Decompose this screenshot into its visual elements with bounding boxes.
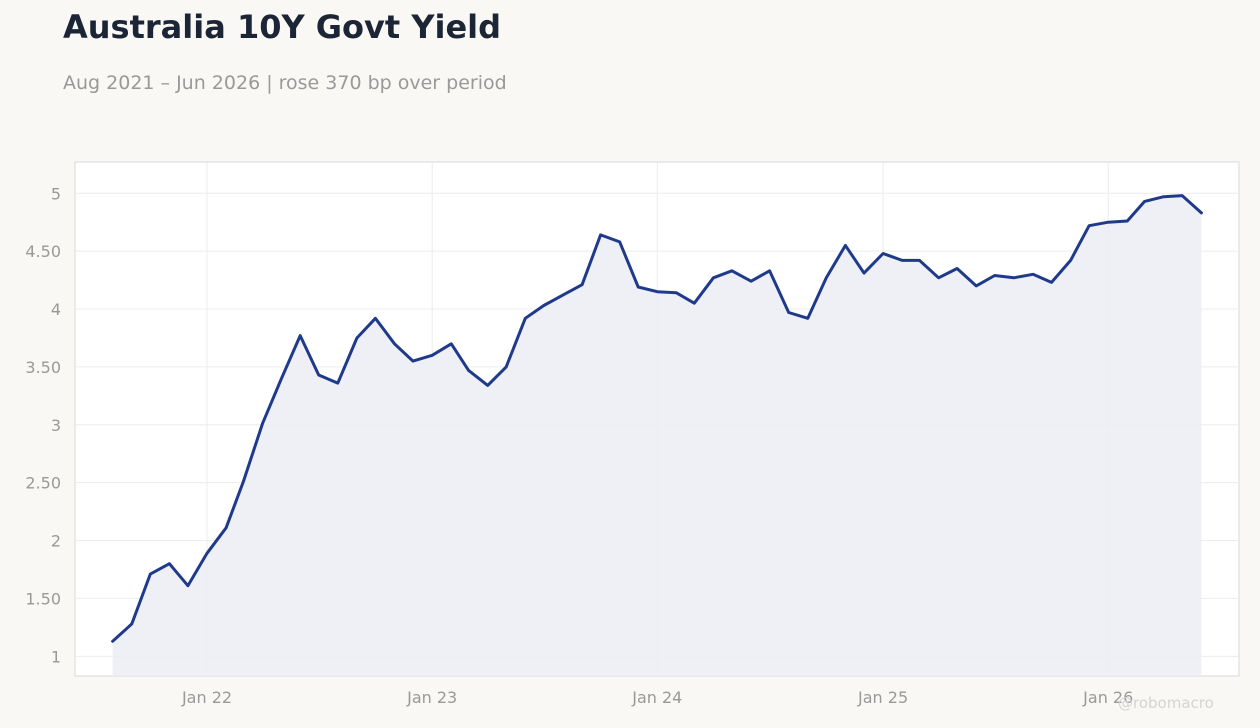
- data-point: [467, 368, 471, 372]
- data-point: [542, 304, 546, 308]
- data-point: [148, 572, 152, 576]
- data-point: [111, 639, 115, 643]
- data-point: [167, 562, 171, 566]
- data-point: [298, 334, 302, 338]
- data-point: [655, 290, 659, 294]
- data-point: [768, 269, 772, 273]
- data-point: [411, 359, 415, 363]
- data-point: [1069, 258, 1073, 262]
- chart-subtitle: Aug 2021 – Jun 2026 | rose 370 bp over p…: [63, 72, 507, 94]
- data-point: [393, 342, 397, 346]
- data-point: [618, 240, 622, 244]
- y-tick-label: 3: [51, 416, 61, 435]
- data-point: [1162, 195, 1166, 199]
- y-tick-label: 2: [51, 532, 61, 551]
- data-point: [806, 316, 810, 320]
- y-tick-label: 4.50: [25, 242, 61, 261]
- data-point: [824, 276, 828, 280]
- data-point: [317, 373, 321, 377]
- y-tick-label: 3.50: [25, 358, 61, 377]
- data-point: [561, 293, 565, 297]
- area-fill: [112, 195, 1202, 676]
- data-point: [430, 353, 434, 357]
- data-point: [900, 258, 904, 262]
- data-point: [279, 378, 283, 382]
- data-point: [843, 243, 847, 247]
- x-tick-label: Jan 22: [181, 688, 232, 707]
- data-point: [1031, 272, 1035, 276]
- data-point: [224, 526, 228, 530]
- data-point: [241, 480, 245, 484]
- data-point: [955, 267, 959, 271]
- data-point: [599, 233, 603, 237]
- data-point: [787, 310, 791, 314]
- x-tick-label: Jan 24: [631, 688, 682, 707]
- data-point: [186, 584, 190, 588]
- data-point: [1012, 276, 1016, 280]
- data-point: [1180, 194, 1184, 198]
- y-tick-label: 5: [51, 184, 61, 203]
- data-point: [862, 271, 866, 275]
- y-tick-label: 1.50: [25, 589, 61, 608]
- y-tick-label: 1: [51, 647, 61, 666]
- series-line: [111, 194, 1203, 643]
- x-axis-ticks: Jan 22 Jan 23 Jan 24 Jan 25 Jan 26: [181, 688, 1133, 707]
- data-point: [1049, 280, 1053, 284]
- data-point: [749, 279, 753, 283]
- data-point: [355, 336, 359, 340]
- data-point: [261, 422, 265, 426]
- data-point: [993, 273, 997, 277]
- data-point: [937, 276, 941, 280]
- x-tick-label: Jan 23: [406, 688, 457, 707]
- watermark-text: @robomacro: [1118, 694, 1214, 712]
- x-tick-label: Jan 25: [857, 688, 908, 707]
- y-tick-label: 2.50: [25, 474, 61, 493]
- y-axis-ticks: 1 1.50 2 2.50 3 3.50 4 4.50 5: [25, 184, 61, 666]
- data-point: [1143, 199, 1147, 203]
- data-point: [130, 622, 134, 626]
- data-point: [881, 251, 885, 255]
- chart-title: Australia 10Y Govt Yield: [63, 8, 502, 46]
- data-point: [974, 284, 978, 288]
- data-point: [917, 258, 921, 262]
- data-point: [449, 342, 453, 346]
- data-point: [730, 269, 734, 273]
- data-point: [486, 383, 490, 387]
- data-point: [205, 551, 209, 555]
- data-point: [373, 316, 377, 320]
- data-point: [692, 301, 696, 305]
- data-point: [1087, 224, 1091, 228]
- data-point: [674, 291, 678, 295]
- data-point: [504, 365, 508, 369]
- y-tick-label: 4: [51, 300, 61, 319]
- data-point: [1106, 220, 1110, 224]
- data-point: [711, 276, 715, 280]
- data-point: [580, 283, 584, 287]
- data-point: [1125, 219, 1129, 223]
- data-point: [1199, 211, 1203, 215]
- x-tick-label: Jan 26: [1082, 688, 1133, 707]
- data-point: [636, 285, 640, 289]
- data-point: [336, 381, 340, 385]
- data-point: [523, 316, 527, 320]
